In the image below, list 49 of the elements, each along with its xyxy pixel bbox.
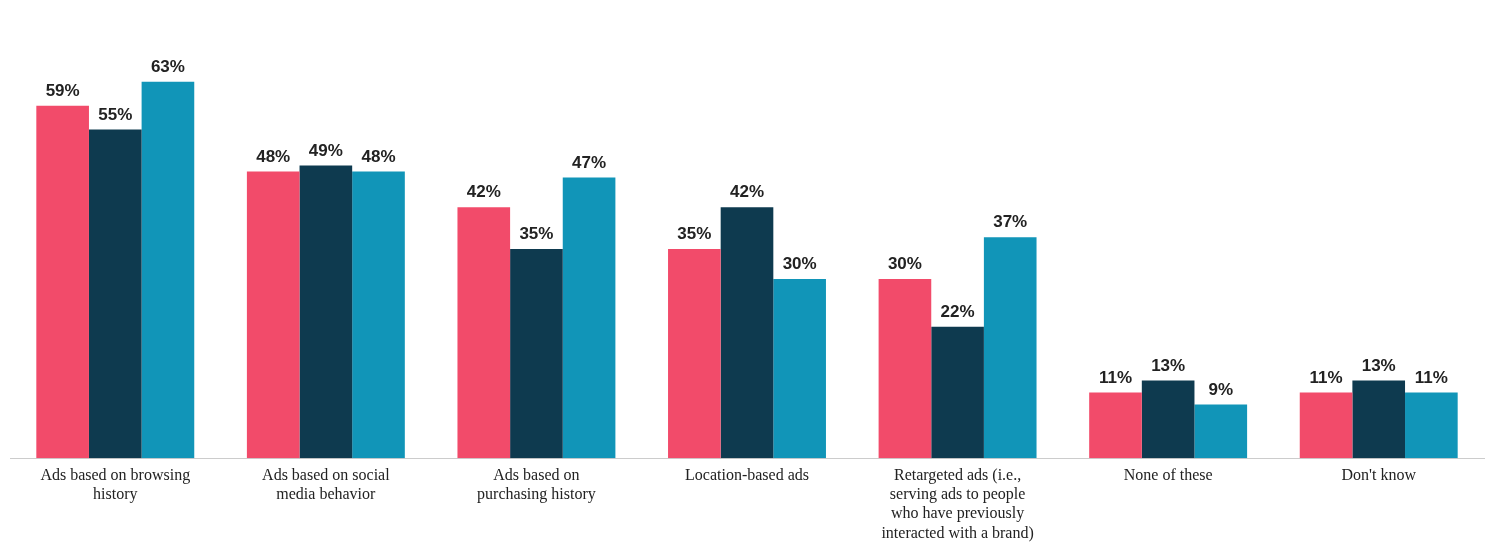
data-label: 13% bbox=[1151, 355, 1186, 375]
data-label: 37% bbox=[993, 212, 1028, 232]
x-tick-label: Ads based on browsing history bbox=[40, 466, 191, 504]
bar bbox=[36, 105, 89, 459]
data-label: 49% bbox=[308, 140, 343, 160]
data-label: 30% bbox=[887, 254, 922, 274]
bar bbox=[1405, 392, 1458, 459]
x-tick-label: Don't know bbox=[1341, 466, 1417, 483]
bar bbox=[878, 278, 932, 459]
data-label: 55% bbox=[98, 104, 133, 124]
data-label: 42% bbox=[729, 182, 765, 202]
bar bbox=[562, 177, 616, 459]
bar bbox=[1141, 380, 1195, 459]
data-label: 22% bbox=[940, 301, 975, 321]
data-label: 48% bbox=[256, 146, 291, 166]
bar bbox=[1194, 404, 1248, 459]
bar bbox=[773, 278, 826, 459]
bar bbox=[141, 81, 195, 459]
bar bbox=[510, 249, 563, 459]
bar bbox=[1089, 392, 1142, 459]
data-label: 59% bbox=[45, 80, 80, 100]
bar bbox=[668, 249, 721, 459]
data-label: 9% bbox=[1208, 379, 1234, 399]
bar bbox=[1299, 392, 1353, 459]
data-label: 11% bbox=[1098, 367, 1133, 387]
data-label: 48% bbox=[361, 146, 396, 166]
x-tick-label: Ads based on social media behavior bbox=[262, 466, 391, 503]
bar bbox=[299, 165, 353, 459]
data-label: 63% bbox=[150, 57, 185, 77]
data-label: 30% bbox=[782, 254, 817, 274]
bar bbox=[1352, 380, 1406, 459]
data-label: 47% bbox=[572, 152, 607, 172]
bar bbox=[720, 207, 774, 459]
x-tick-label: None of these bbox=[1123, 466, 1213, 483]
bar bbox=[246, 171, 300, 459]
bar bbox=[931, 326, 984, 459]
data-label: 11% bbox=[1309, 367, 1343, 387]
data-label: 11% bbox=[1414, 367, 1448, 387]
x-tick-label: Ads based on purchasing history bbox=[477, 466, 596, 504]
x-tick-label: Location-based ads bbox=[685, 466, 809, 483]
bar bbox=[352, 171, 405, 459]
bar bbox=[983, 237, 1037, 459]
data-label: 35% bbox=[519, 224, 554, 244]
data-label: 42% bbox=[466, 182, 501, 202]
data-label: 35% bbox=[677, 224, 712, 244]
data-label: 13% bbox=[1361, 355, 1396, 375]
bar bbox=[457, 207, 511, 459]
x-tick-label: Retargeted ads (i.e., serving ads to people who have previously interacted with a brand) bbox=[881, 466, 1034, 542]
bar bbox=[88, 129, 142, 459]
